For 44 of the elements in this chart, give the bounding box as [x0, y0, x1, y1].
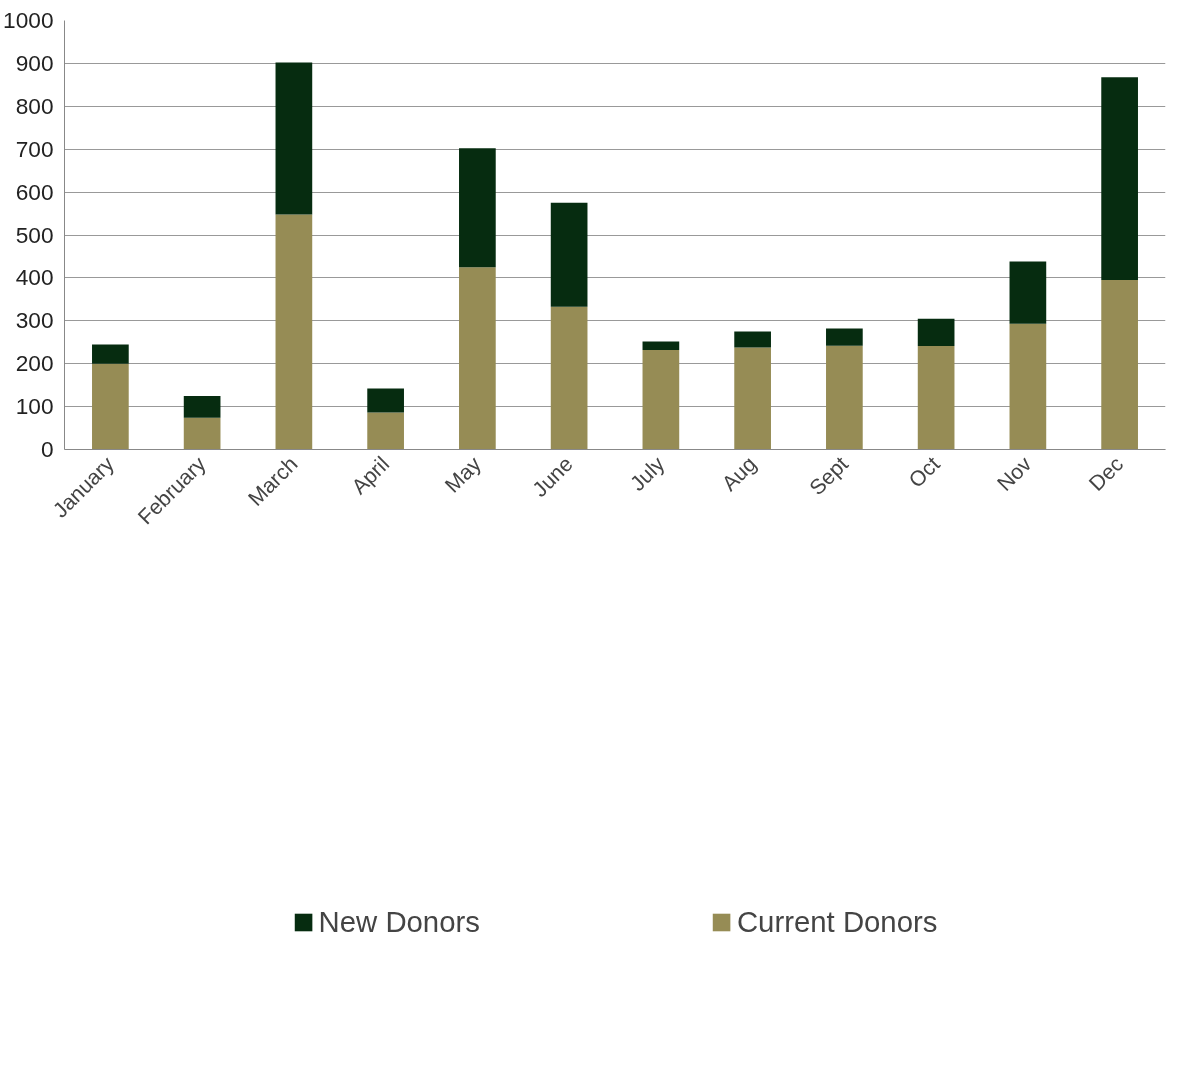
bar: [642, 349, 680, 450]
y-tick-label: 900: [15, 49, 54, 76]
x-tick-label: Oct: [904, 451, 945, 493]
x-tick-label: Nov: [992, 451, 1037, 496]
y-tick-label: 200: [15, 350, 54, 377]
bar: [550, 202, 588, 307]
bar: [459, 148, 496, 268]
legend-label: Current Donors: [736, 904, 938, 939]
bar: [92, 363, 129, 450]
x-tick-label: May: [440, 451, 487, 498]
bar: [734, 347, 771, 450]
bar: [826, 345, 863, 450]
legend-label: New Donors: [318, 904, 480, 939]
y-tick-label: 600: [15, 178, 54, 205]
bar: [917, 318, 955, 347]
x-tick-label: Sept: [804, 451, 853, 500]
y-tick-label: 300: [15, 307, 54, 334]
bar: [459, 267, 496, 450]
bar: [92, 344, 129, 364]
bar: [1009, 323, 1047, 450]
y-tick-label: 800: [15, 92, 54, 119]
bar: [734, 331, 771, 348]
bar: [1009, 261, 1047, 324]
y-tick-label: 100: [15, 393, 54, 420]
bar: [642, 341, 680, 350]
bar: [917, 346, 955, 450]
y-tick-label: 500: [15, 221, 54, 248]
x-tick-label: Aug: [717, 452, 762, 496]
y-tick-label: 1000: [3, 7, 54, 33]
bar: [275, 62, 313, 215]
bar: [275, 214, 313, 450]
bar: [367, 412, 404, 450]
bar: [550, 306, 588, 450]
y-tick-label: 0: [40, 436, 54, 462]
y-tick-label: 700: [15, 135, 54, 162]
bar: [367, 388, 404, 413]
x-tick-label: Dec: [1084, 451, 1129, 496]
y-tick-label: 400: [15, 264, 54, 291]
bar: [826, 328, 863, 346]
bar: [1101, 280, 1138, 450]
bar: [183, 417, 221, 450]
bar: [183, 395, 221, 418]
bar: [1101, 77, 1138, 281]
x-tick-label: July: [625, 451, 670, 496]
